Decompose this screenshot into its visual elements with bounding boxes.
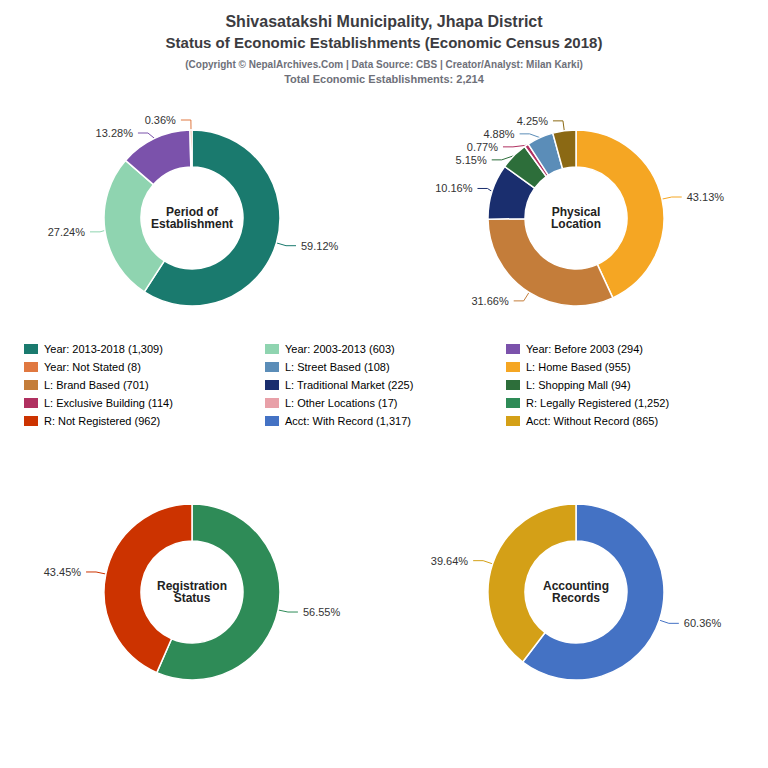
svg-text:4.88%: 4.88% — [483, 128, 514, 140]
svg-text:L: Home Based (955): L: Home Based (955) — [526, 361, 631, 373]
svg-text:43.45%: 43.45% — [44, 566, 82, 578]
svg-text:Year: Before 2003 (294): Year: Before 2003 (294) — [526, 343, 643, 355]
svg-text:R: Not Registered (962): R: Not Registered (962) — [44, 415, 160, 427]
svg-text:L: Other Locations (17): L: Other Locations (17) — [285, 397, 398, 409]
svg-text:Year: 2003-2013 (603): Year: 2003-2013 (603) — [285, 343, 395, 355]
svg-text:56.55%: 56.55% — [303, 606, 341, 618]
svg-text:0.36%: 0.36% — [145, 114, 176, 126]
svg-text:Shivasatakshi Municipality, Jh: Shivasatakshi Municipality, Jhapa Distri… — [225, 13, 543, 30]
svg-text:Physical: Physical — [551, 205, 601, 219]
svg-text:Status of Economic Establishme: Status of Economic Establishments (Econo… — [166, 34, 603, 51]
svg-text:5.15%: 5.15% — [456, 154, 487, 166]
svg-text:R: Legally Registered (1,252): R: Legally Registered (1,252) — [526, 397, 669, 409]
svg-text:Registration: Registration — [157, 579, 227, 593]
svg-text:59.12%: 59.12% — [301, 240, 339, 252]
svg-text:13.28%: 13.28% — [96, 127, 134, 139]
svg-text:L: Shopping Mall (94): L: Shopping Mall (94) — [526, 379, 631, 391]
svg-text:L: Traditional Market (225): L: Traditional Market (225) — [285, 379, 413, 391]
svg-text:L: Street Based (108): L: Street Based (108) — [285, 361, 390, 373]
svg-text:Location: Location — [551, 217, 601, 231]
svg-text:Acct: With Record (1,317): Acct: With Record (1,317) — [285, 415, 411, 427]
svg-text:0.77%: 0.77% — [467, 141, 498, 153]
svg-text:Establishment: Establishment — [151, 217, 233, 231]
svg-text:43.13%: 43.13% — [687, 191, 725, 203]
svg-text:4.25%: 4.25% — [517, 115, 548, 127]
svg-text:Year: Not Stated (8): Year: Not Stated (8) — [44, 361, 141, 373]
svg-text:39.64%: 39.64% — [431, 555, 469, 567]
svg-text:10.16%: 10.16% — [435, 182, 473, 194]
svg-text:Period of: Period of — [166, 205, 218, 219]
svg-text:Year: 2013-2018 (1,309): Year: 2013-2018 (1,309) — [44, 343, 163, 355]
svg-text:31.66%: 31.66% — [471, 295, 509, 307]
svg-text:Records: Records — [552, 591, 600, 605]
svg-text:27.24%: 27.24% — [48, 226, 86, 238]
svg-text:L: Exclusive Building (114): L: Exclusive Building (114) — [44, 397, 173, 409]
svg-text:Status: Status — [174, 591, 211, 605]
svg-text:(Copyright © NepalArchives.Com: (Copyright © NepalArchives.Com | Data So… — [185, 59, 583, 70]
svg-text:Accounting: Accounting — [543, 579, 609, 593]
svg-text:L: Brand Based (701): L: Brand Based (701) — [44, 379, 149, 391]
svg-text:Acct: Without Record (865): Acct: Without Record (865) — [526, 415, 658, 427]
svg-text:Total Economic Establishments:: Total Economic Establishments: 2,214 — [284, 73, 485, 85]
svg-text:60.36%: 60.36% — [684, 617, 722, 629]
